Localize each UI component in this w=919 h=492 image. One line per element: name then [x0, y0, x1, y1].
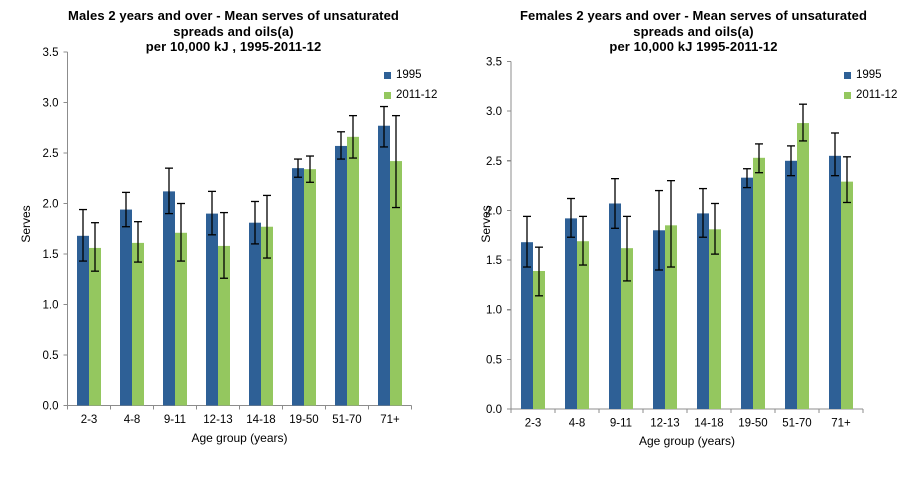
bar-2011-12-71+ [841, 181, 853, 409]
title-line-1: Males 2 years and over - Mean serves of … [68, 8, 399, 23]
x-tick-label-71+: 71+ [831, 418, 851, 430]
bar-1995-2-3 [77, 235, 89, 406]
males-chart-panel: Males 2 years and over - Mean serves of … [0, 0, 459, 492]
bar-2011-12-51-70 [797, 123, 809, 410]
females-chart-panel: Females 2 years and over - Mean serves o… [460, 0, 919, 492]
bar-2011-12-51-70 [347, 136, 359, 406]
bar-2011-12-14-18 [709, 229, 721, 409]
y-tick-label: 1.5 [486, 255, 502, 267]
title-line-2: spreads and oils(a) [633, 23, 754, 39]
y-tick-label: 3.5 [486, 57, 502, 69]
bar-2011-12-4-8 [577, 241, 589, 409]
bar-2011-12-9-11 [175, 232, 187, 406]
y-tick-label: 2.0 [486, 205, 502, 217]
x-axis-title: Age group (years) [638, 434, 736, 448]
legend-item-2011-12: 2011-12 [384, 89, 437, 101]
bar-2011-12-19-50 [753, 157, 765, 409]
legend-label-2011-12: 2011-12 [856, 89, 898, 101]
x-tick-label-9-11: 9-11 [610, 418, 632, 430]
bar-2011-12-12-13 [665, 225, 677, 409]
bar-1995-12-13 [653, 230, 665, 409]
y-tick-label: 2.0 [43, 199, 59, 211]
legend-item-1995: 1995 [384, 69, 437, 81]
y-tick-label: 0.0 [486, 404, 502, 416]
bar-2011-12-4-8 [132, 242, 144, 406]
bar-2011-12-19-50 [304, 169, 316, 406]
bar-1995-4-8 [565, 218, 577, 409]
x-axis-title: Age group (years) [191, 430, 288, 445]
bar-2011-12-9-11 [621, 248, 633, 409]
legend: 1995 2011-12 [384, 69, 437, 101]
bar-2011-12-2-3 [89, 247, 101, 406]
bar-1995-2-3 [521, 242, 533, 409]
bar-1995-71+ [829, 155, 841, 409]
bar-2011-12-2-3 [533, 270, 545, 409]
y-tick-label: 1.0 [43, 300, 59, 312]
x-tick-label-4-8: 4-8 [124, 414, 141, 426]
bar-2011-12-71+ [390, 161, 402, 406]
legend-label-1995: 1995 [396, 69, 422, 81]
x-tick-label-51-70: 51-70 [332, 414, 361, 426]
y-tick-label: 2.5 [486, 156, 502, 168]
bar-1995-9-11 [609, 203, 621, 409]
females-plot-area: 0.0 0.5 1.0 1.5 2.0 2.5 3.0 3.5 2-3 4-8 9-11 12-13 1… [486, 57, 864, 430]
y-tick-label: 2.5 [43, 148, 59, 160]
x-tick-label-12-13: 12-13 [203, 414, 232, 426]
bar-2011-12-14-18 [261, 226, 273, 406]
x-tick-label-9-11: 9-11 [164, 414, 186, 426]
y-tick-label: 3.0 [486, 106, 502, 118]
x-tick-label-19-50: 19-50 [289, 414, 318, 426]
males-chart-title: Males 2 years and over - Mean serves of … [24, 8, 443, 55]
bar-1995-4-8 [120, 209, 132, 406]
bar-1995-51-70 [785, 160, 797, 409]
bar-1995-9-11 [163, 191, 175, 406]
legend-item-1995: 1995 [844, 69, 897, 81]
x-tick-label-4-8: 4-8 [569, 418, 586, 430]
bar-2011-12-12-13 [218, 245, 230, 406]
x-tick-label-12-13: 12-13 [650, 418, 679, 430]
y-tick-label: 0.5 [486, 354, 502, 366]
legend-label-2011-12: 2011-12 [396, 89, 438, 101]
legend-swatch-1995 [844, 71, 851, 79]
bar-1995-51-70 [335, 145, 347, 406]
title-line-1: Females 2 years and over - Mean serves o… [519, 8, 868, 23]
males-plot-area: 0.0 0.5 1.0 1.5 2.0 2.5 3.0 3.5 2-3 4-8 9-11 12-13 1… [43, 47, 413, 426]
x-tick-label-19-50: 19-50 [738, 418, 767, 430]
title-line-3: per 10,000 kJ 1995-2011-12 [609, 39, 778, 54]
y-tick-label: 0.5 [43, 350, 59, 362]
legend-swatch-1995 [384, 71, 391, 79]
legend-item-2011-12: 2011-12 [844, 89, 897, 101]
bar-1995-19-50 [292, 168, 304, 406]
title-line-2: spreads and oils(a) [173, 23, 294, 39]
y-tick-label: 1.0 [486, 305, 502, 317]
bar-1995-14-18 [249, 222, 261, 406]
legend-label-1995: 1995 [856, 69, 882, 81]
y-tick-label: 1.5 [43, 249, 59, 261]
legend-swatch-2011-12 [844, 91, 851, 99]
legend-swatch-2011-12 [384, 91, 391, 99]
x-tick-label-2-3: 2-3 [81, 414, 98, 426]
bar-1995-14-18 [697, 213, 709, 409]
x-tick-label-71+: 71+ [380, 414, 400, 426]
bar-1995-71+ [378, 125, 390, 406]
legend: 1995 2011-12 [844, 69, 897, 101]
x-tick-label-51-70: 51-70 [782, 418, 811, 430]
y-tick-label: 3.5 [43, 47, 59, 59]
x-tick-label-14-18: 14-18 [694, 418, 723, 430]
females-chart-title: Females 2 years and over - Mean serves o… [484, 8, 903, 55]
y-tick-label: 3.0 [43, 98, 59, 110]
bar-1995-19-50 [741, 177, 753, 409]
x-tick-label-14-18: 14-18 [246, 414, 275, 426]
y-tick-label: 0.0 [43, 401, 59, 413]
x-tick-label-2-3: 2-3 [525, 418, 542, 430]
bar-1995-12-13 [206, 213, 218, 406]
title-line-3: per 10,000 kJ , 1995-2011-12 [145, 39, 322, 54]
